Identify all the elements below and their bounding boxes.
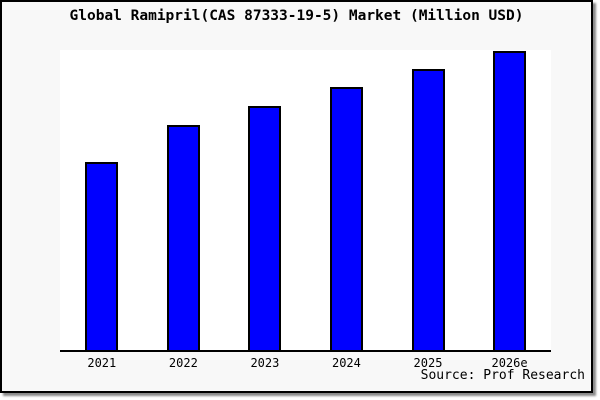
bar-2021 xyxy=(85,161,119,350)
x-tick-label-2022: 2022 xyxy=(168,356,198,370)
bar-2022 xyxy=(166,124,200,350)
x-tick-label-2026e: 2026e xyxy=(491,356,528,370)
x-tick-label-2023: 2023 xyxy=(250,356,280,370)
plot-area xyxy=(60,50,551,352)
source-caption: Source: Prof Research xyxy=(420,368,585,383)
bar-2024 xyxy=(329,86,363,350)
bar-2026e xyxy=(493,51,527,350)
x-tick-label-2025: 2025 xyxy=(413,356,443,370)
bar-2023 xyxy=(248,106,282,350)
chart-frame: Global Ramipril(CAS 87333-19-5) Market (… xyxy=(0,0,593,393)
bar-2025 xyxy=(411,68,445,350)
x-axis-labels: 2021 2022 2023 2024 2025 2026e xyxy=(2,356,591,372)
x-tick-label-2021: 2021 xyxy=(87,356,117,370)
chart-title: Global Ramipril(CAS 87333-19-5) Market (… xyxy=(69,8,524,24)
x-tick-label-2024: 2024 xyxy=(331,356,361,370)
